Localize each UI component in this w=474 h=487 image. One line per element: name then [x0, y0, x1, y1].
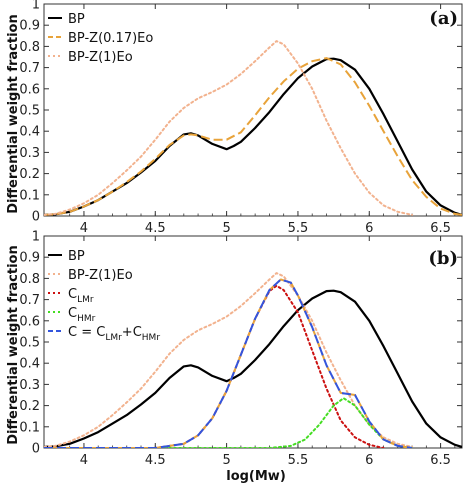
series-line-0 — [44, 57, 462, 216]
x-tick-label: 5.5 — [288, 221, 309, 236]
y-tick-label: 0.5 — [19, 336, 40, 351]
y-tick-label: 0.7 — [19, 61, 40, 76]
legend-label: BP-Z(1)Eo — [68, 268, 133, 283]
x-tick-label: 5 — [222, 453, 230, 468]
legend-label: BP — [68, 249, 85, 264]
x-tick-label: 4 — [80, 221, 88, 236]
y-tick-label: 0 — [32, 210, 40, 225]
series-group — [44, 40, 462, 216]
series-line-2 — [44, 40, 414, 216]
x-tick-label: 5.5 — [288, 453, 309, 468]
series-group — [44, 272, 462, 448]
y-axis-title-b: Differential weight fraction — [6, 245, 21, 445]
y-tick-label: 0.3 — [19, 146, 40, 161]
x-tick-label: 5 — [222, 221, 230, 236]
x-tick-label: 6.5 — [430, 221, 451, 236]
x-tick-label: 4 — [80, 453, 88, 468]
legend-label: CLMr — [68, 287, 94, 305]
x-tick-label: 4.5 — [145, 453, 166, 468]
series-line-0 — [44, 289, 462, 448]
legend-label: CHMr — [68, 306, 96, 324]
x-tick-label: 6 — [365, 221, 373, 236]
y-tick-label: 0.4 — [19, 125, 40, 140]
y-tick-label: 0.3 — [19, 378, 40, 393]
y-tick-label: 0.4 — [19, 357, 40, 372]
y-axis-title: Differential weight fraction — [6, 14, 21, 214]
legend-label: BP-Z(1)Eo — [68, 50, 133, 65]
x-tick-label: 6 — [365, 453, 373, 468]
x-tick-label: 4.5 — [145, 221, 166, 236]
y-tick-label: 0.6 — [19, 314, 40, 329]
y-tick-label: 0.2 — [19, 399, 40, 414]
y-tick-label: 1 — [32, 0, 40, 13]
y-tick-label: 0.6 — [19, 82, 40, 97]
panel-a: 4 4.5 5 5.5 6 6.5 0 0.1 0.2 0.3 0.4 0.5 0.6 0.7 0.8 0.9… — [19, 0, 463, 236]
series-line-1 — [44, 272, 414, 448]
y-tick-label: 0.7 — [19, 293, 40, 308]
y-tick-label: 0.9 — [19, 19, 40, 34]
x-axis-title: log(Mw) — [226, 469, 286, 484]
panel-b: 4 4.5 5 5.5 6 6.5 0 0.1 0.2 0.3 0.4 0.5 0.6 0.7 0.8 0.9… — [19, 230, 463, 468]
series-line-3 — [44, 397, 414, 448]
x-tick-label: 6.5 — [430, 453, 451, 468]
panel-label: (b) — [428, 248, 458, 269]
y-tick-label: 0 — [32, 442, 40, 457]
series-line-4 — [44, 278, 413, 448]
y-tick-label: 0.1 — [19, 188, 40, 203]
series-line-1 — [44, 57, 462, 216]
y-tick-label: 1 — [32, 230, 40, 245]
legend-label: C = CLMr+CHMr — [68, 325, 160, 343]
y-tick-label: 0.2 — [19, 167, 40, 182]
legend-label: BP-Z(0.17)Eo — [68, 31, 153, 46]
y-tick-label: 0.8 — [19, 272, 40, 287]
y-tick-label: 0.8 — [19, 40, 40, 55]
y-tick-label: 0.1 — [19, 420, 40, 435]
panel-label: (a) — [429, 8, 458, 29]
y-tick-label: 0.5 — [19, 104, 40, 119]
y-tick-label: 0.9 — [19, 251, 40, 266]
legend-label: BP — [68, 12, 85, 27]
series-line-2 — [44, 284, 385, 448]
